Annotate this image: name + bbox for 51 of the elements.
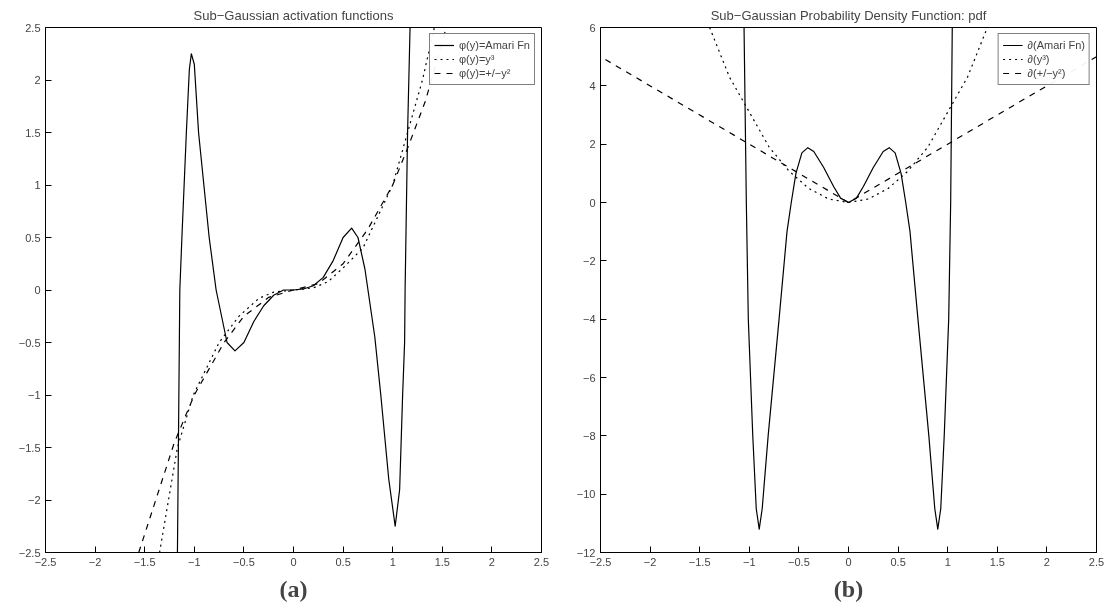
x-tick-label: −0.5 [788,555,810,568]
y-tick-label: −4 [582,313,596,326]
x-tick-label: 0 [845,555,852,568]
y-tick-label: −2 [27,494,41,506]
y-tick-label: 1.5 [25,126,41,139]
y-tick-label: 2 [589,138,596,151]
y-tick-label: 4 [589,79,596,92]
x-tick-label: −2 [88,555,102,568]
legend-label: φ(y)=+/−y² [458,66,511,80]
y-tick-label: −8 [582,429,596,442]
y-tick-label: 6 [589,21,596,34]
y-tick-label: 0 [589,196,596,209]
x-tick-label: 1 [389,555,396,568]
legend-label: φ(y)=y³ [458,52,495,66]
y-tick-label: 2.5 [25,21,41,34]
x-tick-label: −1.5 [688,555,711,568]
y-tick-label: 0 [34,284,41,296]
y-tick-label: −12 [576,546,596,559]
text: (a) [279,575,308,602]
y-tick-label: −6 [582,371,596,384]
chart-title: Sub−Gaussian Probability Density Function: pdf [710,7,987,23]
x-tick-label: 2.5 [1088,555,1105,568]
y-tick-label: −1.5 [18,441,41,454]
y-tick-label: 2 [34,74,41,86]
y-tick-label: −10 [576,488,596,501]
legend-label: ∂(+/−y²) [1027,66,1066,80]
x-tick-label: −0.5 [233,555,255,568]
x-tick-label: −2 [643,555,657,568]
x-tick-label: −1 [743,555,756,568]
y-tick-label: 0.5 [25,231,41,244]
legend-label: ∂(Amari Fn) [1027,38,1085,52]
chart-title: Sub−Gaussian activation functions [193,7,394,23]
y-tick-label: −0.5 [18,336,41,349]
y-tick-label: −2.5 [18,546,41,559]
x-tick-label: 1.5 [434,555,450,568]
y-tick-label: −2 [582,254,596,267]
x-tick-label: 2 [488,555,495,568]
x-tick-label: 2 [1043,555,1050,568]
legend-label: φ(y)=Amari Fn [458,38,530,52]
x-tick-label: 0 [290,555,297,568]
x-tick-label: 2.5 [533,555,550,568]
legend-label: ∂(y³) [1027,52,1050,66]
x-tick-label: 0.5 [335,555,351,568]
y-tick-label: −1 [27,389,41,401]
y-tick-label: 1 [34,179,41,191]
x-tick-label: 1.5 [989,555,1005,568]
text: (b) [833,575,864,602]
x-tick-label: 0.5 [890,555,906,568]
x-tick-label: −1.5 [133,555,156,568]
x-tick-label: 1 [944,555,951,568]
x-tick-label: −1 [188,555,201,568]
